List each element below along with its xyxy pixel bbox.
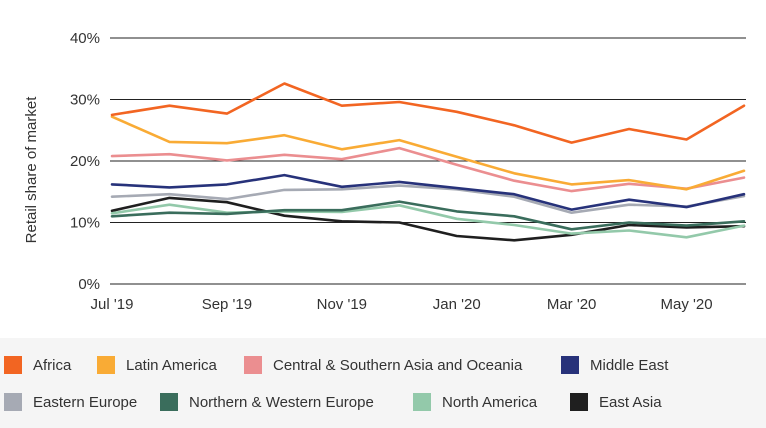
legend-item-north-america[interactable]: North America — [413, 392, 537, 412]
legend-label-middle-east: Middle East — [590, 356, 669, 374]
legend-swatch-east-asia — [570, 393, 588, 411]
series-line-northern-western-europe — [110, 200, 746, 231]
legend-item-northern-western-europe[interactable]: Northern & Western Europe — [160, 392, 374, 412]
legend-swatch-northern-western-europe — [160, 393, 178, 411]
x-tick-label: Jan '20 — [433, 296, 481, 313]
y-tick-label: 20% — [70, 153, 100, 170]
x-tick-label: Mar '20 — [547, 296, 597, 313]
series-line-east-asia — [110, 196, 746, 242]
y-tick-label: 30% — [70, 92, 100, 109]
series-line-middle-east — [110, 173, 746, 211]
y-axis-title: Retail share of market — [23, 96, 40, 244]
legend-swatch-latin-america — [97, 356, 115, 374]
series-line-north-america — [110, 203, 746, 239]
legend-label-north-america: North America — [442, 393, 538, 411]
chart-area: 0% 10% 20% 30% 40% Jul '19 Sep '19 Nov '19 Jan … — [23, 30, 746, 313]
series-line-latin-america — [110, 115, 746, 191]
series-line-central-southern-asia-and-oceania — [110, 146, 746, 193]
series-line-eastern-europe — [110, 184, 746, 214]
x-tick-label: Sep '19 — [202, 296, 252, 313]
x-axis-ticks: Jul '19 Sep '19 Nov '19 Jan '20 Mar '20 May '… — [91, 296, 713, 313]
legend-label-africa: Africa — [33, 356, 72, 374]
legend-label-central-southern-asia-oceania: Central & Southern Asia and Oceania — [273, 356, 523, 374]
y-tick-label: 10% — [70, 215, 100, 232]
legend-item-eastern-europe[interactable]: Eastern Europe — [4, 392, 137, 412]
legend-item-latin-america[interactable]: Latin America — [97, 355, 217, 375]
legend-item-africa[interactable]: Africa — [4, 355, 71, 375]
legend-swatch-africa — [4, 356, 22, 374]
y-axis-ticks: 0% 10% 20% 30% 40% — [70, 30, 100, 293]
x-tick-label: May '20 — [661, 296, 713, 313]
legend-swatch-central-southern-asia-oceania — [244, 356, 262, 374]
legend-swatch-eastern-europe — [4, 393, 22, 411]
y-tick-label: 0% — [78, 276, 100, 293]
y-tick-label: 40% — [70, 30, 100, 47]
series-line-africa — [110, 82, 746, 144]
legend-item-middle-east[interactable]: Middle East — [561, 355, 668, 375]
legend-swatch-middle-east — [561, 356, 579, 374]
gridlines — [110, 37, 746, 285]
legend-item-central-southern-asia-oceania[interactable]: Central & Southern Asia and Oceania — [244, 355, 522, 375]
legend-label-east-asia: East Asia — [599, 393, 662, 411]
x-tick-label: Nov '19 — [317, 296, 367, 313]
x-tick-label: Jul '19 — [91, 296, 134, 313]
legend-label-latin-america: Latin America — [126, 356, 217, 374]
legend-label-northern-western-europe: Northern & Western Europe — [189, 393, 374, 411]
legend-item-east-asia[interactable]: East Asia — [570, 392, 662, 412]
series-lines — [110, 82, 746, 242]
legend: Africa Latin America Central & Southern … — [0, 338, 766, 428]
line-chart: 0% 10% 20% 30% 40% Jul '19 Sep '19 Nov '19 Jan … — [23, 30, 746, 313]
legend-swatch-north-america — [413, 393, 431, 411]
legend-label-eastern-europe: Eastern Europe — [33, 393, 138, 411]
